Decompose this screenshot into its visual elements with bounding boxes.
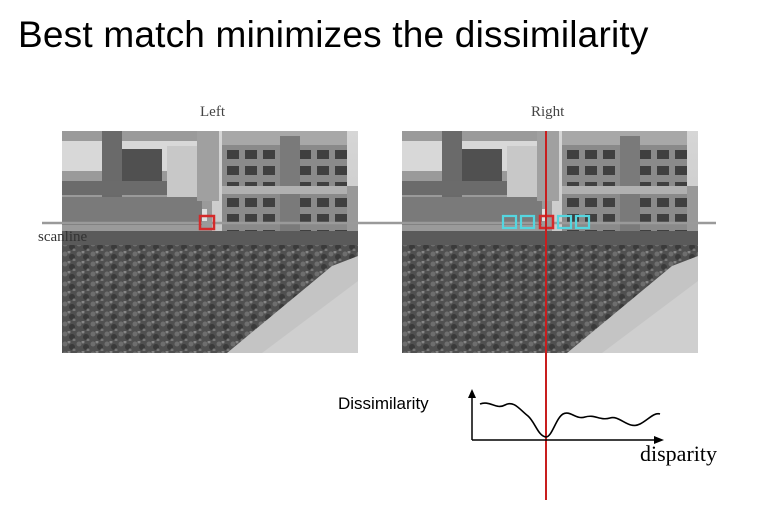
y-axis-arrowhead xyxy=(468,389,476,398)
plot-y-label: Dissimilarity xyxy=(338,394,429,413)
dissimilarity-curve xyxy=(479,402,661,438)
slide-title: Best match minimizes the dissimilarity xyxy=(18,14,649,55)
right-stereo-image xyxy=(402,131,698,353)
plot-x-label: disparity xyxy=(640,441,717,466)
candidate-window xyxy=(574,214,591,230)
right-image-caption: Right xyxy=(531,104,565,120)
reference-window xyxy=(198,214,216,231)
candidate-window xyxy=(556,214,573,230)
candidate-window xyxy=(501,214,518,230)
x-axis-arrowhead xyxy=(654,436,664,444)
scanline-label: scanline xyxy=(38,229,88,245)
left-image-caption: Left xyxy=(200,104,225,120)
candidate-window xyxy=(519,214,536,230)
left-stereo-image xyxy=(62,131,358,353)
